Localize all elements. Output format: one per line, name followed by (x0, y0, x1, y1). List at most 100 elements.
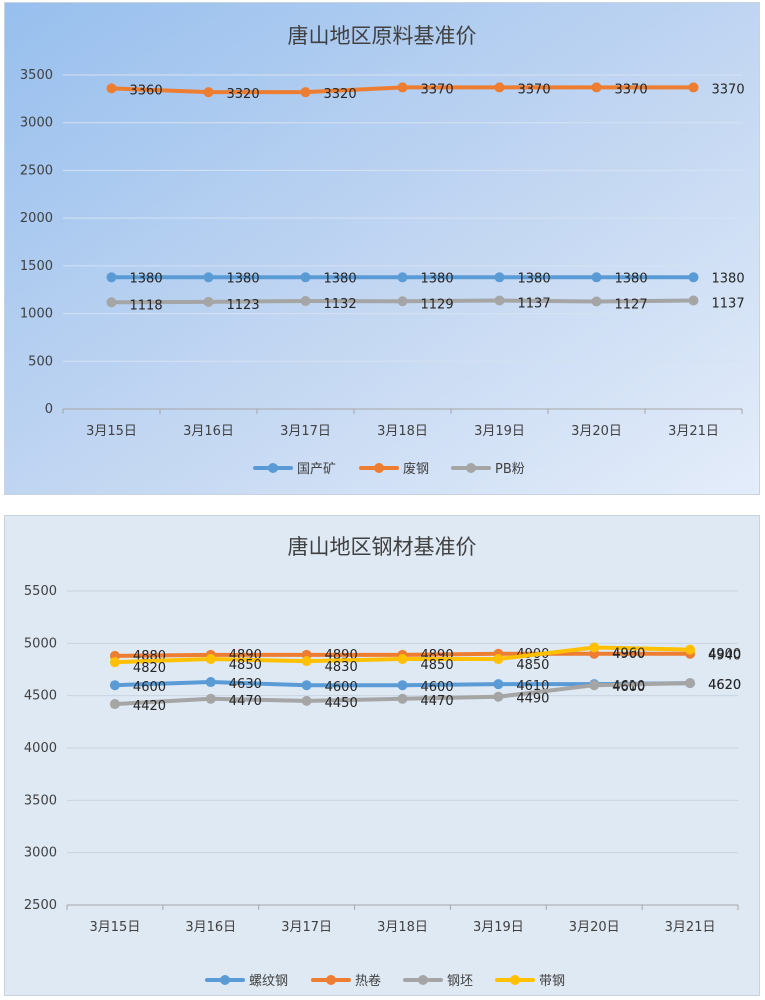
x-tick-label: 3月21日 (668, 424, 719, 439)
data-label: 1380 (130, 271, 163, 286)
data-point (494, 82, 505, 93)
chart-title: 唐山地区钢材基准价 (288, 535, 477, 559)
data-label: 1380 (421, 271, 454, 286)
legend-label: 废钢 (403, 461, 429, 477)
data-point (589, 642, 600, 653)
x-tick-label: 3月18日 (377, 424, 428, 439)
data-label: 3360 (130, 83, 163, 98)
data-label: 1380 (615, 271, 648, 286)
x-tick-label: 3月17日 (280, 424, 331, 439)
data-point (106, 297, 117, 308)
data-label: 4600 (325, 680, 358, 695)
y-tick-label: 5000 (24, 636, 57, 651)
data-point (205, 693, 216, 704)
steel-price-chart: 唐山地区钢材基准价 2500 3000 3500 4000 4500 5000 5500 3月… (4, 515, 760, 996)
data-point (397, 82, 408, 93)
data-label: 3370 (615, 82, 648, 97)
legend-label: 热卷 (355, 973, 381, 989)
data-point (109, 699, 120, 710)
data-point (685, 644, 696, 655)
data-point (109, 680, 120, 691)
data-point (300, 272, 311, 283)
y-tick-label: 0 (45, 402, 53, 417)
x-tick-label: 3月18日 (377, 920, 428, 935)
data-label: 1380 (712, 271, 745, 286)
data-point (589, 680, 600, 691)
data-label: 3370 (518, 82, 551, 97)
x-tick-label: 3月19日 (474, 424, 525, 439)
data-point (397, 296, 408, 307)
data-point (106, 272, 117, 283)
data-label: 4490 (516, 692, 549, 707)
data-point (591, 272, 602, 283)
legend-label: PB粉 (495, 462, 525, 477)
data-label: 4820 (133, 661, 166, 676)
data-point (106, 83, 117, 94)
y-tick-label: 2500 (24, 898, 57, 913)
steel-chart-svg: 唐山地区钢材基准价 2500 3000 3500 4000 4500 5000 5500 3月… (5, 516, 759, 995)
data-label: 4850 (229, 658, 262, 673)
chart-title: 唐山地区原料基准价 (288, 24, 477, 48)
data-label: 4830 (325, 660, 358, 675)
data-point (300, 295, 311, 306)
legend-marker (510, 975, 520, 985)
data-point (591, 296, 602, 307)
data-label: 4600 (612, 680, 645, 695)
y-tick-label: 500 (28, 354, 53, 369)
y-tick-label: 5500 (24, 584, 57, 599)
data-label: 4630 (229, 677, 262, 692)
data-label: 1380 (324, 271, 357, 286)
data-label: 1132 (324, 297, 357, 312)
data-point (203, 296, 214, 307)
data-point (203, 87, 214, 98)
data-label: 4900 (708, 647, 741, 662)
data-point (301, 680, 312, 691)
y-tick-label: 3000 (24, 846, 57, 861)
data-label: 4450 (325, 696, 358, 711)
data-label: 1118 (130, 298, 163, 313)
x-tick-label: 3月15日 (86, 424, 137, 439)
data-label: 4850 (421, 658, 454, 673)
data-label: 4470 (229, 694, 262, 709)
legend-label: 带钢 (539, 974, 565, 989)
raw-material-price-chart: 唐山地区原料基准价 0 500 1000 1500 2000 2500 3000 3500 3月… (4, 2, 760, 495)
y-tick-label: 3000 (20, 116, 53, 131)
data-point (397, 272, 408, 283)
data-point (301, 656, 312, 667)
legend-label: 螺纹钢 (249, 974, 288, 989)
data-label: 3320 (324, 87, 357, 102)
data-point (493, 679, 504, 690)
data-label: 1137 (712, 296, 745, 311)
data-label: 4620 (708, 678, 741, 693)
data-point (688, 272, 699, 283)
data-label: 4620 (708, 678, 741, 693)
data-label: 4420 (133, 699, 166, 714)
x-tick-label: 3月16日 (185, 920, 236, 935)
data-point (205, 654, 216, 665)
data-point (493, 654, 504, 665)
data-point (494, 295, 505, 306)
legend-label: 钢坯 (447, 974, 473, 989)
data-point (109, 657, 120, 668)
data-point (688, 295, 699, 306)
x-tick-label: 3月19日 (473, 920, 524, 935)
legend-marker (326, 975, 336, 985)
data-point (493, 691, 504, 702)
y-tick-label: 3500 (24, 793, 57, 808)
data-label: 1380 (518, 271, 551, 286)
data-label: 3370 (712, 82, 745, 97)
x-tick-label: 3月21日 (665, 920, 716, 935)
data-label: 4940 (708, 649, 741, 664)
legend-marker (374, 463, 384, 473)
y-tick-label: 1500 (20, 259, 53, 274)
y-tick-label: 4500 (24, 689, 57, 704)
y-tick-label: 1000 (20, 307, 53, 322)
legend-label: 国产矿 (297, 462, 336, 477)
data-point (301, 695, 312, 706)
y-tick-label: 2500 (20, 163, 53, 178)
x-tick-label: 3月17日 (281, 920, 332, 935)
legend-marker (418, 975, 428, 985)
data-point (300, 87, 311, 98)
data-point (685, 678, 696, 689)
legend-marker (466, 463, 476, 473)
